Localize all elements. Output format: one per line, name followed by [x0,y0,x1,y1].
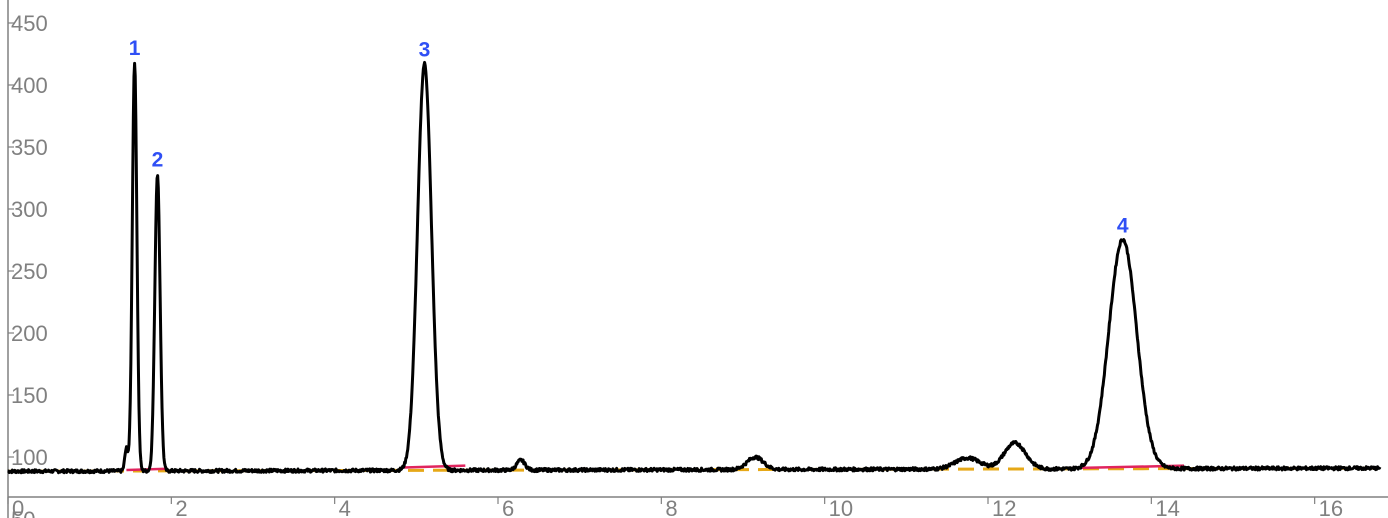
integration-baseline-segment [126,467,168,472]
x-tick-label: 8 [665,496,677,518]
y-tick-label: 450 [11,11,48,36]
x-tick-label: 10 [829,496,853,518]
y-tick-label: 200 [11,321,48,346]
x-tick-label: 12 [992,496,1016,518]
integration-baseline-segment [404,464,466,469]
chromatogram-trace [7,60,1382,475]
x-tick-label: 6 [502,496,514,518]
y-tick-label: 100 [11,445,48,470]
y-tick-label: 50 [11,507,35,518]
peak-label: 2 [152,148,164,171]
peak-label: 1 [129,37,141,60]
y-tick-label: 350 [11,135,48,160]
y-tick-label: 150 [11,383,48,408]
y-tick-label: 250 [11,259,48,284]
y-tick-label: 400 [11,73,48,98]
peak-label: 4 [1117,214,1129,237]
x-tick-label: 4 [339,496,351,518]
x-tick-label: 16 [1319,496,1343,518]
trace-layer [7,60,1382,475]
x-tick-label: 2 [175,496,187,518]
axes: 501001502002503003504004500246810121416 [7,0,1388,518]
y-tick-label: 300 [11,197,48,222]
x-tick-label: 14 [1155,496,1179,518]
peak-label-layer: 1 2 3 4 [129,37,1129,238]
x-tick-label: 0 [12,496,24,518]
peak-label: 3 [419,39,431,62]
